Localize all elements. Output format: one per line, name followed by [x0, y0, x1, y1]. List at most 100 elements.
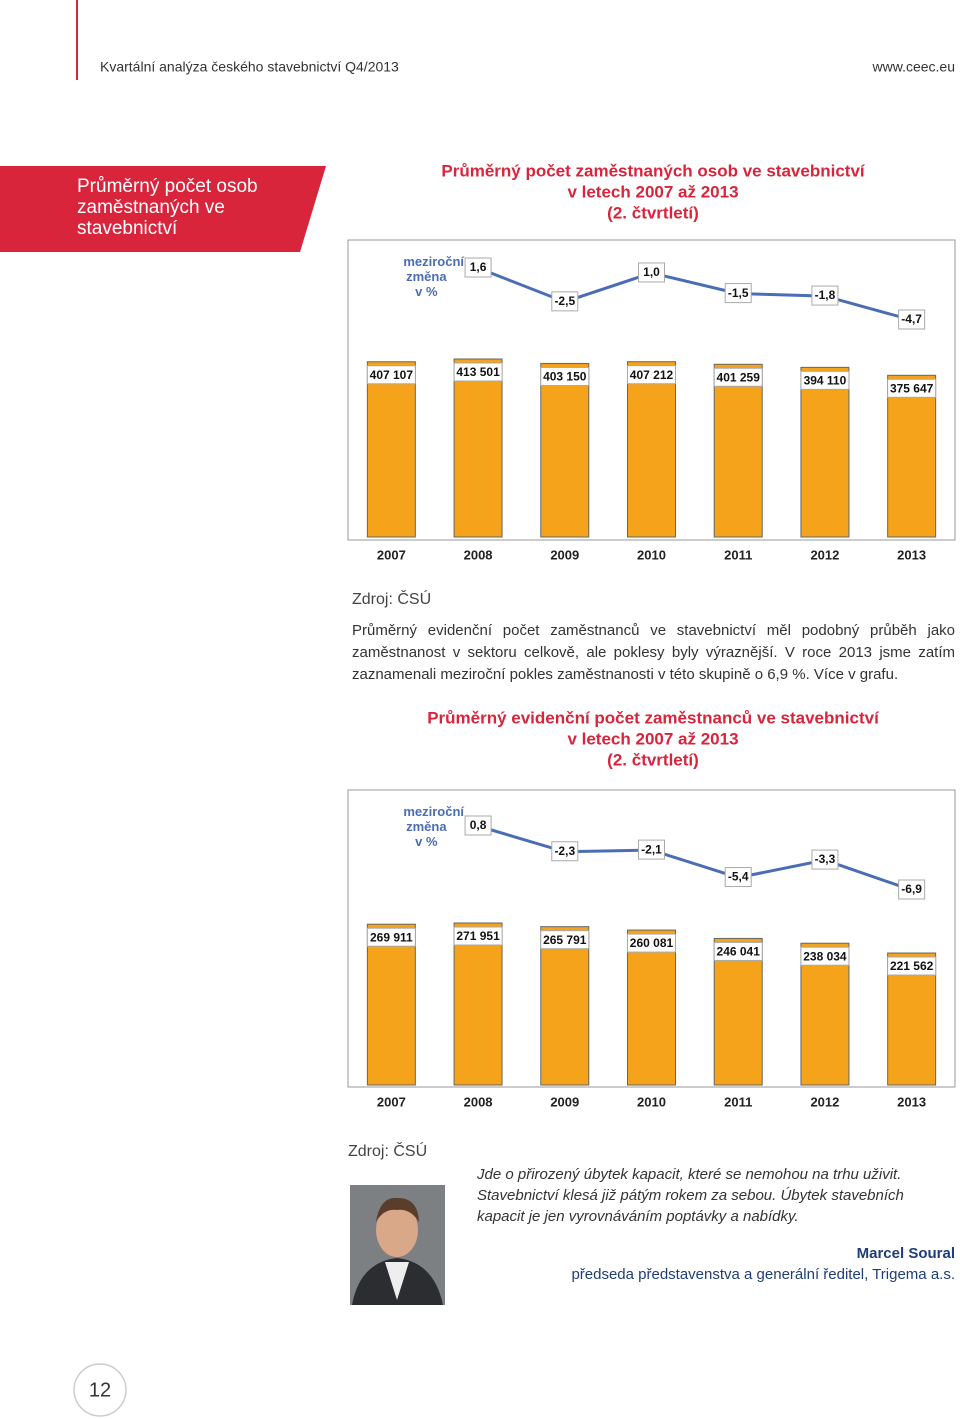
bar-label-box: [453, 362, 503, 382]
x-tick-label: 2012: [810, 547, 839, 562]
bar-label-box: [453, 926, 503, 946]
chart-title: Průměrný počet zaměstnaných osob ve stav…: [441, 161, 866, 180]
series-name: meziroční změna v %: [403, 804, 465, 849]
line-label-box: [638, 262, 665, 283]
bar-label: 271 951: [456, 929, 500, 943]
bar-label: 401 259: [717, 370, 761, 384]
x-tick-label: 2013: [897, 1094, 926, 1109]
plot-frame: [347, 789, 956, 1088]
quote-text: Jde o přirozený úbytek kapacit, které se…: [477, 1166, 904, 1225]
bar: [713, 363, 763, 538]
quote-author: Marcel Soural: [856, 1245, 955, 1262]
bar: [366, 923, 416, 1086]
bar: [540, 362, 590, 538]
x-tick-label: 2007: [377, 1094, 406, 1109]
x-tick-label: 2010: [637, 1094, 666, 1109]
line-label-box: [464, 815, 492, 836]
line-label: -3,3: [815, 852, 836, 866]
bar-label: 375 647: [890, 381, 934, 395]
bar: [453, 358, 503, 538]
bar-label: 403 150: [543, 370, 587, 384]
line-label: -4,7: [901, 312, 922, 326]
bar-label: 413 501: [456, 365, 500, 379]
bar: [800, 366, 850, 538]
quote-role: předseda představenstva a generální ředi…: [571, 1266, 955, 1283]
bar-label: 407 107: [370, 368, 414, 382]
line-label: -5,4: [728, 870, 749, 884]
line-label-box: [464, 257, 492, 278]
portrait: [350, 1185, 445, 1305]
page-number-circle: [73, 1363, 127, 1417]
section-title: Průměrný počet osob zaměstnaných ve stav…: [77, 176, 258, 239]
source: Zdroj: ČSÚ: [352, 589, 431, 608]
line-label: -2,5: [554, 294, 575, 308]
bar-label-box: [627, 365, 676, 385]
bar-label: 407 212: [630, 368, 674, 382]
line-label: -2,1: [641, 842, 662, 856]
x-tick-label: 2010: [637, 547, 666, 562]
bar-label-box: [887, 956, 937, 976]
line-label-box: [724, 283, 752, 304]
x-tick-label: 2009: [550, 1094, 579, 1109]
line-label-box: [811, 849, 839, 870]
bar: [540, 926, 590, 1086]
bar-label-box: [800, 946, 850, 966]
section-banner: [0, 166, 326, 252]
paragraph: Průměrný evidenční počet zaměstnanců ve …: [352, 622, 955, 683]
chart-title: v letech 2007 až 2013: [567, 729, 738, 748]
line-label-box: [551, 291, 579, 312]
x-tick-label: 2011: [724, 547, 752, 562]
bar-label: 260 081: [630, 936, 674, 950]
line-label: 0,8: [470, 818, 487, 832]
series-name: meziroční změna v %: [403, 254, 465, 299]
bar: [453, 922, 503, 1086]
chart-title: Průměrný evidenční počet zaměstnanců ve …: [427, 708, 880, 727]
bar-label-box: [540, 366, 590, 386]
bar-label-box: [627, 933, 676, 953]
x-tick-label: 2007: [377, 547, 406, 562]
bar-label: 221 562: [890, 959, 934, 973]
bar-label-box: [540, 930, 590, 950]
bar: [627, 361, 676, 538]
bar-label: 269 911: [370, 930, 413, 944]
bar: [713, 937, 763, 1086]
x-tick-label: 2011: [724, 1094, 752, 1109]
bar-label-box: [366, 365, 416, 385]
bar-label-box: [713, 367, 763, 387]
x-tick-label: 2008: [464, 547, 493, 562]
page-number: 12: [89, 1379, 111, 1401]
line-label-box: [898, 879, 926, 900]
line-label: -1,5: [728, 286, 749, 300]
source: Zdroj: ČSÚ: [348, 1141, 427, 1160]
bar: [800, 942, 850, 1086]
x-tick-label: 2008: [464, 1094, 493, 1109]
chart-title: (2. čtvrtletí): [607, 203, 699, 222]
line-label-box: [898, 309, 926, 330]
line-label: 1,6: [470, 260, 487, 274]
x-tick-label: 2013: [897, 547, 926, 562]
header-title: Kvartální analýza českého stavebnictví Q…: [100, 59, 399, 75]
x-tick-label: 2009: [550, 547, 579, 562]
bar-label-box: [800, 370, 850, 390]
bar-label: 265 791: [543, 933, 587, 947]
bar: [887, 374, 937, 538]
bar-label-box: [887, 378, 937, 398]
line: [477, 824, 913, 892]
line-label-box: [638, 839, 665, 860]
bar-label: 238 034: [803, 949, 847, 963]
header-url: www.ceec.eu: [872, 59, 955, 75]
bar-label: 394 110: [804, 374, 847, 388]
plot-frame: [347, 239, 956, 541]
line-label-box: [551, 841, 579, 862]
line-label: 1,0: [643, 265, 660, 279]
bar: [627, 929, 676, 1086]
line: [477, 266, 913, 322]
x-tick-label: 2012: [810, 1094, 839, 1109]
bar-label-box: [713, 941, 763, 961]
chart-title: v letech 2007 až 2013: [567, 182, 738, 201]
line-label: -6,9: [901, 882, 922, 896]
bar-label-box: [366, 927, 416, 947]
chart-title: (2. čtvrtletí): [607, 750, 699, 769]
